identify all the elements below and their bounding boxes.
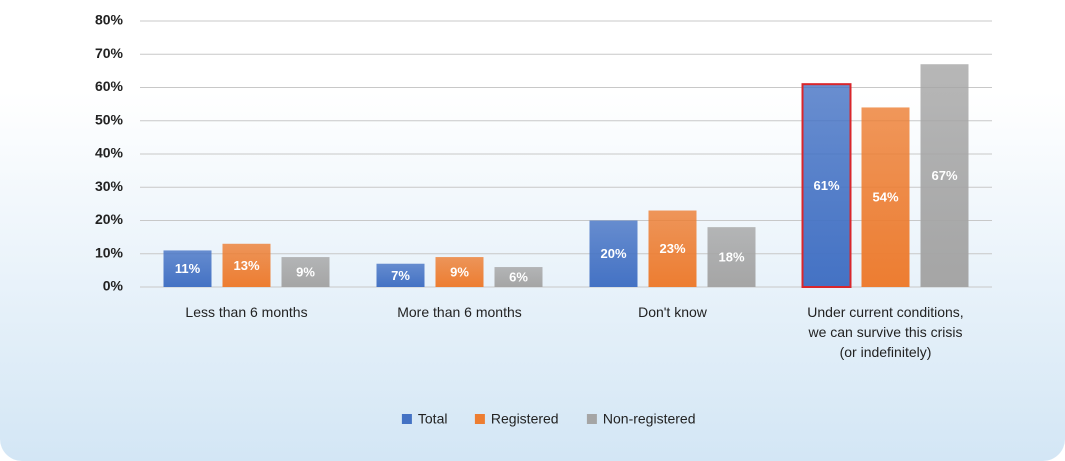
x-tick-label: More than 6 months: [397, 304, 522, 320]
legend-label: Non-registered: [603, 411, 696, 427]
y-tick-label: 60%: [95, 78, 124, 94]
legend-swatch: [474, 414, 485, 424]
y-tick-label: 30%: [95, 178, 124, 194]
bar: [494, 267, 543, 287]
data-label: 6%: [509, 269, 528, 284]
bar: [376, 263, 425, 287]
legend-swatch: [401, 414, 412, 424]
x-tick-label: Less than 6 months: [185, 304, 308, 320]
legend-label: Total: [418, 411, 448, 427]
data-label: 23%: [659, 241, 685, 256]
bar: [648, 210, 697, 287]
data-label: 9%: [296, 264, 315, 279]
data-label: 11%: [175, 261, 201, 276]
data-label: 18%: [718, 250, 744, 265]
data-label: 9%: [450, 264, 469, 279]
bar: [920, 64, 969, 287]
bar: [589, 220, 638, 287]
y-tick-label: 70%: [95, 45, 124, 61]
x-tick-label: Under current conditions, we can survive…: [807, 304, 964, 360]
data-label: 54%: [872, 190, 898, 205]
bar: [707, 227, 756, 287]
data-label: 20%: [600, 246, 626, 261]
data-label: 67%: [931, 168, 957, 183]
y-tick-label: 20%: [95, 211, 124, 227]
y-tick-label: 0%: [103, 278, 124, 294]
y-tick-label: 50%: [95, 111, 124, 127]
y-tick-label: 40%: [95, 145, 124, 161]
legend-swatch: [586, 414, 597, 424]
legend-label: Registered: [491, 411, 559, 427]
y-tick-label: 80%: [95, 12, 124, 28]
bar: [163, 250, 212, 287]
bar: [281, 257, 330, 287]
bar: [435, 257, 484, 287]
data-label: 7%: [391, 268, 410, 283]
y-tick-label: 10%: [95, 244, 124, 260]
data-label: 61%: [813, 178, 839, 193]
bar: [222, 243, 271, 287]
x-tick-label: Don't know: [638, 304, 707, 320]
bar: [801, 83, 852, 288]
data-label: 13%: [233, 258, 259, 273]
bar: [861, 107, 910, 287]
